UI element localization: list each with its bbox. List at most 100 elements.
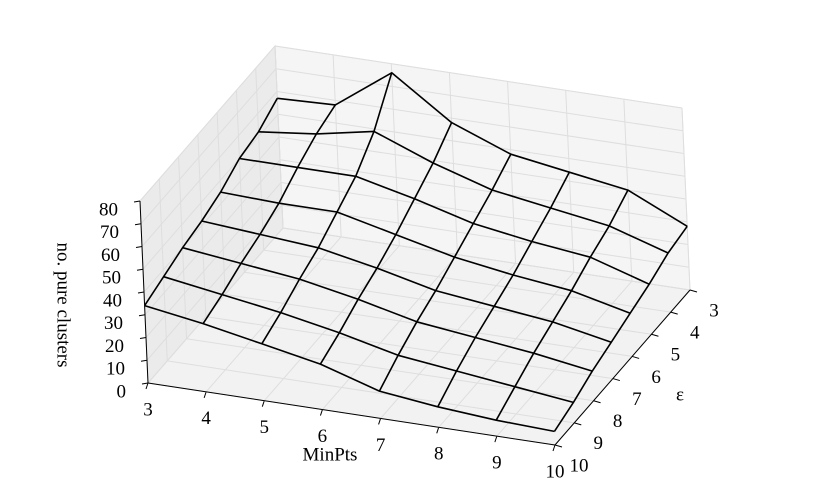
grid-line [263, 245, 400, 402]
tick-mark [689, 289, 698, 293]
tick-mark [136, 268, 144, 271]
y-tick-label: 7 [632, 389, 642, 410]
z-tick-label: 40 [103, 290, 122, 311]
tick-mark [378, 418, 382, 425]
y-tick-label: 8 [613, 411, 623, 432]
wire-row [163, 275, 574, 404]
grid-line [144, 159, 281, 316]
grid-line [146, 204, 283, 361]
tick-mark [141, 382, 149, 385]
tick-mark [137, 291, 145, 294]
x-axis-label: MinPts [303, 444, 358, 465]
grid-line [380, 263, 516, 419]
tick-mark [632, 355, 640, 359]
wire-row [258, 130, 669, 254]
grid-line [145, 182, 282, 338]
grid-line [281, 204, 690, 268]
z-tick-label: 0 [117, 381, 127, 402]
wire-row [144, 304, 555, 433]
wire-row [201, 220, 612, 343]
y-axis-line [554, 289, 691, 446]
grid-line [205, 236, 342, 393]
wire-row [220, 191, 631, 314]
z-tick-label: 30 [104, 313, 123, 334]
tick-mark [552, 444, 556, 452]
z-axis-line [139, 200, 149, 384]
tick-mark [574, 422, 582, 426]
tick-mark [135, 246, 143, 248]
y-tick-label: 9 [594, 433, 604, 454]
grid-line [496, 280, 633, 437]
grid-line [274, 45, 683, 109]
y-tick-label: 5 [671, 345, 681, 366]
tick-mark [140, 359, 148, 362]
grid-line [263, 249, 671, 313]
y-tick-label: 6 [651, 367, 661, 388]
y-tick-label: 3 [709, 300, 719, 321]
wire-column [143, 97, 278, 307]
grid-line [244, 271, 652, 335]
wire-row [182, 246, 593, 372]
z-tick-label: 10 [106, 359, 125, 380]
z-tick-label: 80 [99, 199, 118, 220]
wire-column [202, 104, 336, 325]
y-tick-label: 10 [570, 455, 589, 476]
z-tick-label: 60 [101, 245, 120, 266]
grid-line [142, 113, 279, 270]
wire-column [553, 225, 688, 432]
tick-mark [554, 444, 563, 448]
x-tick-label: 6 [318, 426, 328, 447]
grid-line [438, 271, 575, 428]
grid-line [280, 182, 689, 245]
z-tick-label: 50 [102, 268, 121, 289]
wire-row [239, 157, 650, 285]
tick-mark [612, 378, 620, 382]
tick-mark [134, 223, 142, 226]
grid-line [322, 254, 458, 410]
wire-row [277, 72, 688, 227]
x-axis-line [147, 382, 556, 446]
wire-column [437, 171, 571, 408]
y-axis-label: ε [676, 384, 684, 405]
wire-column [319, 122, 453, 365]
x-tick-label: 3 [143, 399, 153, 420]
tick-mark [670, 311, 678, 315]
x-tick-label: 9 [492, 453, 502, 474]
tick-mark [319, 409, 323, 416]
x-tick-label: 10 [546, 461, 565, 482]
tick-mark [138, 314, 146, 317]
grid-line [139, 45, 276, 202]
wire-column [495, 189, 629, 421]
tick-mark [494, 435, 498, 443]
grid-line [143, 136, 280, 293]
tick-mark [203, 391, 207, 399]
grid-line [277, 113, 686, 177]
grid-line [275, 68, 684, 132]
tick-mark [436, 427, 440, 434]
grid-line [167, 360, 575, 424]
tick-mark [139, 337, 147, 339]
x-tick-label: 8 [434, 444, 444, 465]
tick-mark [261, 400, 265, 407]
grid-line [279, 159, 688, 223]
tick-mark [133, 200, 141, 203]
wire-column [261, 72, 393, 345]
grid-line [141, 91, 278, 247]
tick-mark [651, 333, 659, 337]
x-tick-label: 4 [201, 408, 211, 429]
grid-line [278, 136, 687, 200]
tick-mark [145, 382, 149, 390]
x-tick-label: 7 [376, 435, 386, 456]
grid-line [140, 68, 277, 225]
y-tick-label: 4 [690, 323, 700, 344]
grid-line [205, 316, 613, 380]
x-tick-label: 5 [260, 417, 270, 438]
grid-line [276, 91, 685, 154]
grid-line [282, 227, 691, 291]
z-tick-label: 20 [105, 336, 124, 357]
tick-mark [593, 400, 601, 404]
z-axis-label: no. pure clusters [53, 242, 74, 367]
z-tick-label: 70 [100, 222, 119, 243]
wire-column [378, 153, 512, 392]
